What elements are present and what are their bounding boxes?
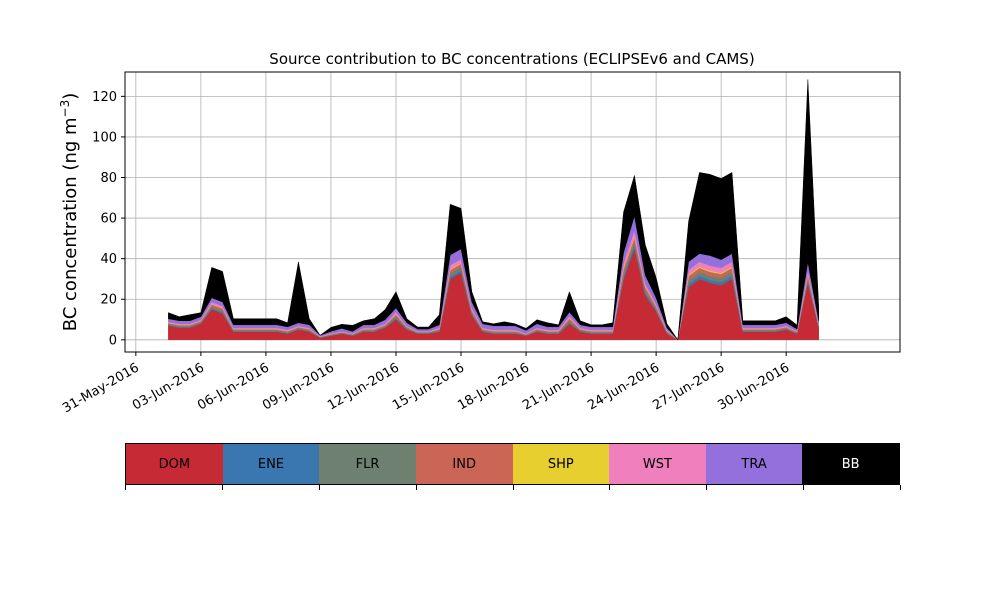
y-tick-label: 120 [92,90,117,105]
legend-item-tra: TRA [705,444,803,484]
y-axis: 0 20 40 60 80 100 120 [92,90,125,348]
y-tick-label: 80 [100,171,117,186]
x-tick-label: 21-Jun-2016 [520,360,597,413]
x-tick-label: 18-Jun-2016 [455,360,532,413]
legend-tick [415,485,417,490]
legend-tick [706,485,708,490]
plot-frame [124,71,901,353]
legend-ticks [125,485,901,491]
x-tick-label: 06-Jun-2016 [195,360,272,413]
y-axis-label-close: ) [60,93,81,100]
legend-tick [609,485,611,490]
legend-tick [221,485,223,490]
x-tick-label: 03-Jun-2016 [130,360,207,413]
y-tick-label: 100 [92,130,117,145]
y-tick-label: 20 [100,293,117,308]
series-area-bb [168,79,819,341]
chart-title: Source contribution to BC concentrations… [269,50,754,68]
y-tick-label: 60 [100,212,117,227]
legend-tick [803,485,805,490]
legend-tick [900,485,901,490]
legend-tick [125,485,126,490]
y-axis-label-sup: −3 [58,100,72,118]
legend-item-shp: SHP [512,444,610,484]
y-tick-label: 40 [100,252,117,267]
x-tick-label: 24-Jun-2016 [585,360,662,413]
legend-item-flr: FLR [319,444,416,484]
x-tick-label: 31-May-2016 [60,360,142,416]
y-axis-label: BC concentration (ng m−3) [58,93,81,332]
legend: DOM ENE FLR IND SHP WST TRA BB [125,443,900,485]
x-axis: 31-May-201603-Jun-201606-Jun-201609-Jun-… [60,352,792,416]
legend-tick [512,485,514,490]
legend-item-ind: IND [415,444,513,484]
x-tick-label: 30-Jun-2016 [715,360,792,413]
x-tick-label: 12-Jun-2016 [325,360,402,413]
x-tick-label: 27-Jun-2016 [650,360,727,413]
legend-item-bb: BB [802,444,899,484]
x-tick-label: 15-Jun-2016 [390,360,467,413]
x-tick-label: 09-Jun-2016 [260,360,337,413]
y-axis-label-main: BC concentration (ng m [60,117,81,331]
grid-lines [125,72,900,352]
bc-concentration-chart: Source contribution to BC concentrations… [58,50,901,416]
y-tick-label: 0 [109,333,117,348]
stacked-areas [168,79,819,341]
legend-item-dom: DOM [126,444,223,484]
legend-item-wst: WST [609,444,706,484]
legend-item-ene: ENE [222,444,320,484]
legend-tick [318,485,320,490]
